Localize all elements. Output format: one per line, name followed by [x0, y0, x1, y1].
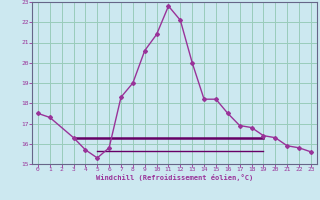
- X-axis label: Windchill (Refroidissement éolien,°C): Windchill (Refroidissement éolien,°C): [96, 174, 253, 181]
